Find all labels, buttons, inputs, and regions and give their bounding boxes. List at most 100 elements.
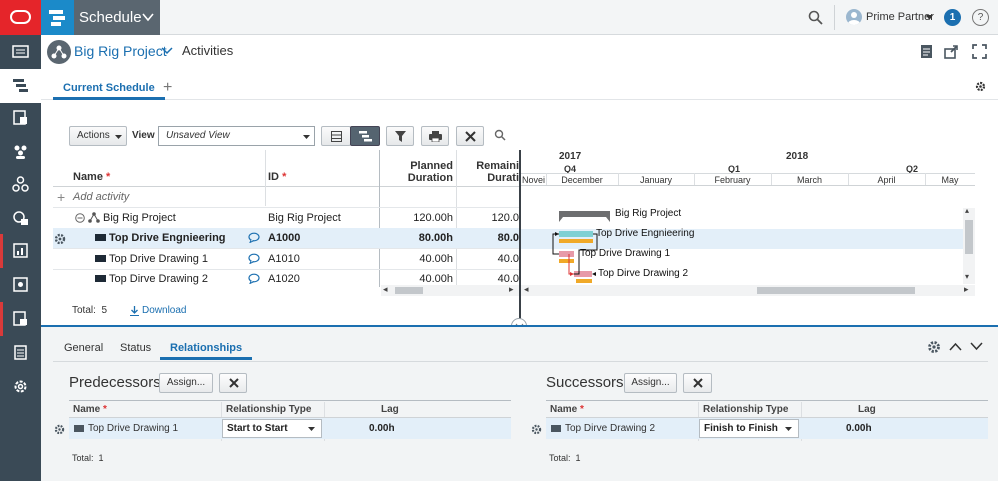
rail-reports-icon[interactable] [0,234,41,268]
rail-resources-icon[interactable] [0,168,41,202]
pred-name-header[interactable]: Name * [73,404,107,415]
table-row[interactable]: Big Rig Project Big Rig Project 120.00h … [53,208,519,228]
planned-duration-column-header[interactable]: Planned Duration [407,160,453,184]
tools-icon [229,378,239,388]
tab-settings-gear-icon[interactable] [975,81,986,92]
table-row[interactable]: Top Dirve Drawing 2 A1020 40.00h 40.0 [53,269,519,289]
comment-icon[interactable] [248,273,260,284]
user-avatar-icon[interactable] [846,9,862,25]
notifications-badge[interactable]: 1 [944,9,961,26]
tools-button[interactable] [456,126,484,146]
panel-settings-gear-icon[interactable] [927,340,941,354]
wbs-hierarchy-icon [88,212,100,223]
id-column-header[interactable]: ID * [268,171,287,183]
panel-expand-up-icon[interactable] [949,342,962,351]
app-title: Schedule [79,9,142,26]
tab-current-schedule[interactable]: Current Schedule [53,82,165,100]
succ-type-header[interactable]: Relationship Type [703,404,789,415]
share-icon[interactable] [944,44,959,59]
add-activity-plus-icon: + [57,189,66,205]
gantt-icon [359,131,372,142]
month-label: January [639,175,673,185]
name-column-header[interactable]: Name * [73,171,111,183]
succ-relationship-type-select[interactable]: Finish to Finish [699,419,799,438]
fullscreen-icon[interactable] [972,44,987,59]
gantt-view-button[interactable] [350,126,380,146]
project-chevron-down-icon[interactable] [161,47,173,55]
oracle-logo[interactable] [0,0,41,35]
successors-tools-button[interactable] [683,373,712,393]
add-tab-button[interactable]: + [163,79,173,96]
activity-bar[interactable] [574,271,592,277]
user-menu-caret-icon[interactable] [926,15,933,20]
summary-bar-right-cap [606,217,610,222]
actions-menu-button[interactable]: Actions [69,126,127,146]
quarter-label: Q1 [728,164,741,174]
print-button[interactable] [421,126,449,146]
summary-bar[interactable] [559,211,610,217]
filter-button[interactable] [386,126,414,146]
gantt-horizontal-scrollbar[interactable]: ◂ ▸ [521,284,975,296]
succ-name-header[interactable]: Name * [550,404,584,415]
rail-schedule-icon[interactable] [0,69,41,103]
pred-type-header[interactable]: Relationship Type [226,404,312,415]
pred-relationship-type-select[interactable]: Start to Start [222,419,322,438]
add-activity-row[interactable]: + Add activity [57,189,130,205]
tab-general[interactable]: General [64,342,104,354]
activity-bar[interactable] [559,231,593,237]
rail-forms-icon[interactable] [0,336,41,370]
panel-collapse-down-icon[interactable] [970,342,983,351]
activity-bar-icon [95,234,106,241]
report-icon[interactable] [920,44,933,59]
year-label: 2017 [559,151,582,162]
select-caret-icon [785,427,792,431]
download-link[interactable]: Download [142,305,187,316]
rail-analysis-icon[interactable] [0,201,41,235]
project-selector[interactable]: Big Rig Project [74,43,167,59]
rail-costs-icon[interactable] [0,302,41,336]
table-row[interactable]: Top Drive Drawing 1 A1010 40.00h 40.0 [53,249,519,269]
successors-total: Total: 1 [549,453,581,463]
rail-dashboard-icon[interactable] [0,35,41,69]
tab-status[interactable]: Status [120,342,152,354]
grid-horizontal-scrollbar[interactable]: ◂ ▸ [381,284,519,296]
user-name[interactable]: Prime Partner [866,11,934,23]
activity-bar[interactable] [559,251,574,257]
predecessors-title: Predecessors [69,374,161,391]
successor-row[interactable]: Top Dirve Drawing 2 Finish to Finish 0.0… [546,418,988,439]
details-panel: General Status Relationships Predecessor… [41,325,998,481]
search-icon[interactable] [808,10,823,25]
grid-view-button[interactable] [321,126,351,146]
grid-gantt-splitter[interactable] [519,150,521,325]
grid-total: Total: 5 [72,305,108,316]
grid-search-icon[interactable] [494,129,506,141]
successors-title: Successors [546,374,624,391]
table-row-selected[interactable]: Top Drive Engnieering A1000 80.00h 80.0 [53,228,519,248]
predecessor-row[interactable]: Top Drive Drawing 1 Start to Start 0.00h [69,418,511,439]
gantt-vertical-scrollbar[interactable]: ▴ ▾ [963,206,975,284]
app-switcher[interactable]: Schedule [41,0,160,35]
pred-row-gear-icon[interactable] [54,424,65,435]
rail-people-icon[interactable] [0,135,41,169]
succ-row-gear-icon[interactable] [531,424,542,435]
rail-portfolio-icon[interactable] [0,268,41,302]
rail-settings-icon[interactable] [0,370,41,404]
relationship-lines [552,232,598,276]
view-select[interactable]: Unsaved View [158,126,315,146]
collapse-icon[interactable] [75,213,85,223]
tab-relationships[interactable]: Relationships [160,342,253,360]
help-icon[interactable]: ? [972,9,989,26]
comment-icon[interactable] [248,253,260,264]
predecessors-assign-button[interactable]: Assign... [159,373,213,393]
remaining-duration-column-header[interactable]: Remaini Durati [476,160,519,184]
row-settings-gear-icon[interactable] [54,233,66,245]
predecessors-tools-button[interactable] [219,373,247,393]
succ-lag-header[interactable]: Lag [858,404,876,415]
actions-caret-icon [115,135,122,139]
download-icon[interactable] [130,306,139,316]
successors-assign-button[interactable]: Assign... [624,373,677,393]
pred-lag-header[interactable]: Lag [381,404,399,415]
rail-documents-icon[interactable] [0,101,41,135]
gantt-bar-label: Big Rig Project [615,208,682,219]
comment-icon[interactable] [248,232,260,243]
